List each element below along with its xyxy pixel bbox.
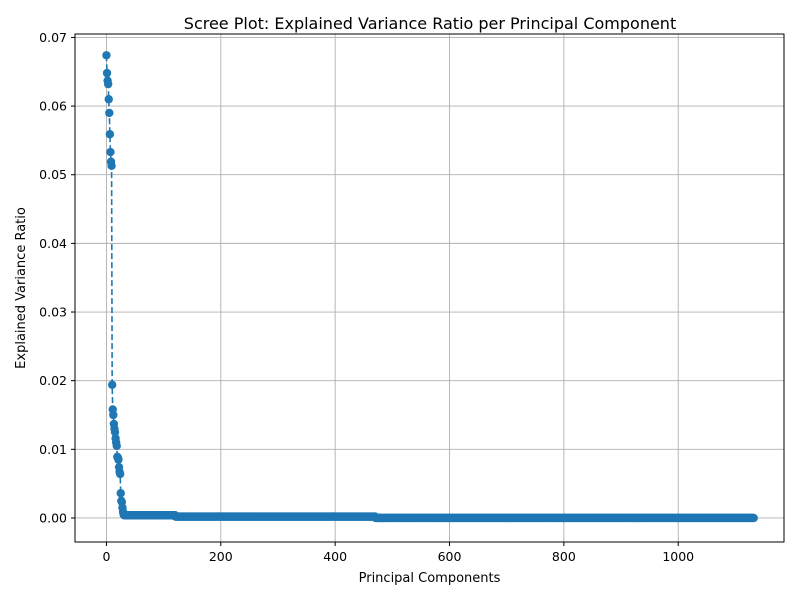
y-axis-label: Explained Variance Ratio <box>14 207 29 369</box>
x-tick-label: 0 <box>102 549 110 564</box>
tick-layer: 0 200 400 600 800 1000 0.00 0.01 0.02 0.03 0.04 0.0… <box>39 30 694 564</box>
data-point <box>110 427 120 437</box>
data-point <box>106 147 115 157</box>
chart-title: Scree Plot: Explained Variance Ratio per… <box>184 14 676 33</box>
data-point <box>102 51 111 60</box>
data-point <box>109 410 118 420</box>
y-tick-label: 0.06 <box>39 99 67 114</box>
y-tick-label: 0.03 <box>39 305 67 320</box>
data-point <box>105 130 115 139</box>
x-tick-label: 1000 <box>662 549 694 564</box>
x-tick-label: 800 <box>552 549 576 564</box>
data-point <box>116 489 125 498</box>
x-tick-label: 200 <box>209 549 233 564</box>
y-tick-label: 0.05 <box>39 167 67 182</box>
y-tick-label: 0.04 <box>39 236 67 251</box>
data-point <box>105 108 114 118</box>
x-tick-label: 600 <box>438 549 462 564</box>
plot-area-frame <box>74 33 785 543</box>
data-point <box>114 455 123 464</box>
data-point <box>115 469 125 479</box>
data-point <box>112 441 121 451</box>
data-point <box>102 68 112 78</box>
y-tick-label: 0.01 <box>39 442 67 457</box>
series-layer <box>102 51 758 523</box>
x-axis-label: Principal Components <box>359 571 501 586</box>
data-point <box>104 95 113 104</box>
data-point <box>107 161 116 171</box>
data-point <box>107 380 117 389</box>
y-tick-label: 0.07 <box>39 30 67 45</box>
data-point <box>749 513 758 523</box>
y-tick-label: 0.00 <box>39 510 67 525</box>
data-point <box>103 79 113 89</box>
x-tick-label: 400 <box>323 549 347 564</box>
grid-layer <box>75 34 784 542</box>
y-tick-label: 0.02 <box>39 373 67 388</box>
